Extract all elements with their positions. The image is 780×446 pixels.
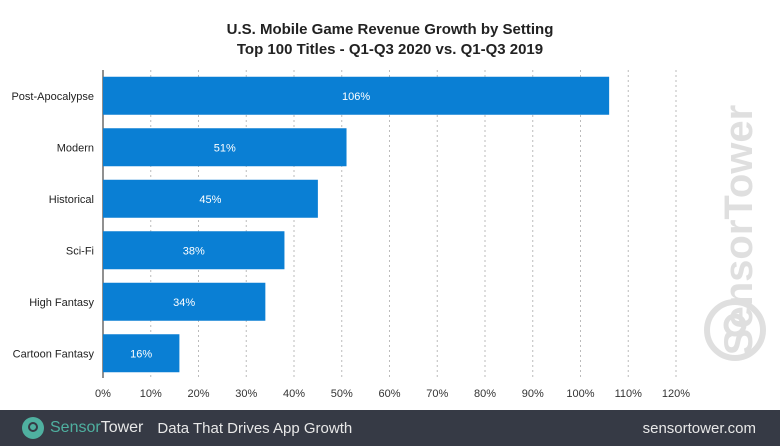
x-tick-label: 80%	[474, 388, 496, 400]
x-tick-label: 50%	[331, 388, 353, 400]
bar	[103, 76, 610, 115]
bar-chart: U.S. Mobile Game Revenue Growth by Setti…	[11, 21, 766, 400]
x-tick-label: 10%	[140, 388, 162, 400]
category-label: Sci-Fi	[66, 245, 94, 257]
data-label: 45%	[199, 194, 221, 206]
x-tick-label: 110%	[615, 388, 643, 400]
bar	[103, 334, 180, 373]
category-label: Modern	[57, 142, 94, 154]
x-tick-label: 90%	[522, 388, 544, 400]
category-label: Cartoon Fantasy	[13, 348, 95, 360]
category-label: High Fantasy	[29, 297, 94, 309]
category-label: Historical	[49, 194, 94, 206]
category-label: Post-Apocalypse	[11, 91, 94, 103]
watermark-text: SensorTower	[717, 105, 761, 355]
x-tick-label: 60%	[378, 388, 400, 400]
brand-name: SensorTower	[50, 419, 143, 437]
watermark: SensorTower	[704, 105, 766, 361]
chart-title: U.S. Mobile Game Revenue Growth by Setti…	[227, 21, 554, 38]
x-tick-label: 20%	[187, 388, 209, 400]
footer: SensorTower Data That Drives App Growth …	[0, 410, 780, 446]
tagline: Data That Drives App Growth	[157, 419, 353, 437]
x-tick-label: 30%	[235, 388, 257, 400]
data-label: 51%	[214, 142, 236, 154]
website-link[interactable]: sensortower.com	[642, 419, 756, 437]
data-label: 16%	[130, 348, 152, 360]
data-label: 38%	[183, 245, 205, 257]
bar	[103, 179, 318, 218]
x-tick-label: 40%	[283, 388, 305, 400]
bar	[103, 282, 266, 321]
brand-part-sensor: Sensor	[50, 419, 101, 436]
x-tick-label: 70%	[426, 388, 448, 400]
chart-subtitle: Top 100 Titles - Q1-Q3 2020 vs. Q1-Q3 20…	[237, 41, 543, 58]
data-label: 34%	[173, 297, 195, 309]
x-tick-label: 0%	[95, 388, 111, 400]
data-label: 106%	[342, 91, 370, 103]
x-tick-label: 100%	[566, 388, 594, 400]
sensortower-logo-icon	[22, 417, 44, 439]
bar	[103, 128, 347, 167]
watermark-logo-icon	[704, 299, 766, 361]
x-tick-label: 120%	[662, 388, 690, 400]
bar	[103, 231, 285, 270]
brand-part-tower: Tower	[100, 419, 144, 436]
